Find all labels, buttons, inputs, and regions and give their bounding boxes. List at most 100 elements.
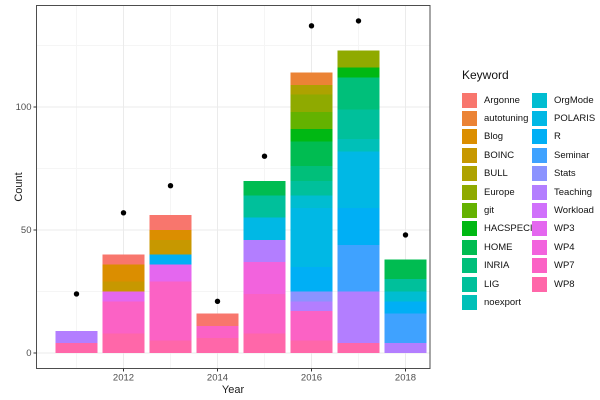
bar-segment-Stats xyxy=(290,291,333,302)
legend-swatch xyxy=(532,147,547,163)
legend-label: WP4 xyxy=(554,241,575,253)
bar-segment-WP7 xyxy=(243,293,286,334)
legend-swatch xyxy=(462,184,477,200)
bar-segment-BOINC xyxy=(102,281,145,292)
bar-segment-WP4 xyxy=(243,261,286,294)
legend-label: WP8 xyxy=(554,278,575,290)
legend-item-Stats: Stats xyxy=(532,165,595,183)
legend-column: Argonne autotuning Blog BOINC BULL Europe git H… xyxy=(462,91,539,312)
bar-segment-HACSPECIS xyxy=(337,67,380,78)
legend-swatch xyxy=(462,111,477,127)
bar-segment-Europe xyxy=(337,50,380,68)
legend: Keyword Argonne autotuning Blog BOINC BULL Eu… xyxy=(462,68,595,312)
bar-segment-BOINC xyxy=(149,239,192,255)
bar-segment-INRIA xyxy=(337,77,380,110)
bar-segment-LIG xyxy=(337,109,380,139)
bar-segment-Argonne xyxy=(196,313,239,326)
bar-segment-LIG xyxy=(290,180,333,196)
legend-label: git xyxy=(484,205,495,217)
bar-segment-OrgMode xyxy=(384,291,427,302)
legend-item-LIG: LIG xyxy=(462,275,532,293)
legend-item-R: R xyxy=(532,128,595,146)
bar-segment-WP8 xyxy=(149,340,192,353)
legend-label: HOME xyxy=(484,241,513,253)
bar-segment-WP8 xyxy=(243,333,286,353)
bar-segment-HOME xyxy=(243,180,286,196)
x-tick-label: 2016 xyxy=(301,373,322,384)
bar-segment-HACSPECIS xyxy=(290,129,333,142)
x-axis-title: Year xyxy=(221,384,245,396)
legend-swatch xyxy=(462,221,477,237)
bar-segment-noexport xyxy=(337,138,380,152)
legend-label: BOINC xyxy=(484,149,515,161)
legend-item-Teaching: Teaching xyxy=(532,183,595,201)
legend-swatch xyxy=(462,239,477,255)
bar-segment-POLARIS xyxy=(337,151,380,208)
legend-item-Workload: Workload xyxy=(532,201,595,219)
legend-swatch xyxy=(462,166,477,182)
legend-item-autotuning: autotuning xyxy=(462,109,532,127)
legend-label: POLARIS xyxy=(554,113,596,125)
bar-segment-Teaching xyxy=(243,239,286,262)
bar-segment-WP8 xyxy=(55,343,98,353)
legend-label: autotuning xyxy=(484,113,529,125)
legend-swatch xyxy=(462,276,477,292)
bar-segment-WP8 xyxy=(196,338,239,353)
bar-segment-Teaching xyxy=(337,291,380,344)
bar-segment-WP7 xyxy=(290,311,333,341)
legend-swatch xyxy=(462,92,477,108)
legend-columns: Argonne autotuning Blog BOINC BULL Europe git H… xyxy=(462,91,595,312)
bar-segment-Argonne xyxy=(149,215,192,230)
legend-label: HACSPECIS xyxy=(484,223,539,235)
bar-segment-Europe xyxy=(290,94,333,112)
legend-swatch xyxy=(462,203,477,219)
legend-item-INRIA: INRIA xyxy=(462,257,532,275)
legend-swatch xyxy=(532,129,547,145)
legend-item-WP4: WP4 xyxy=(532,238,595,256)
legend-swatch xyxy=(532,203,547,219)
legend-item-OrgMode: OrgMode xyxy=(532,91,595,109)
legend-swatch xyxy=(532,166,547,182)
legend-swatch xyxy=(462,129,477,145)
bar-segment-HOME xyxy=(290,141,333,167)
bar-segment-Seminar xyxy=(384,313,427,344)
panel-border xyxy=(36,5,431,369)
bar-segment-Teaching xyxy=(290,301,333,312)
legend-item-WP3: WP3 xyxy=(532,220,595,238)
legend-swatch xyxy=(532,276,547,292)
bar-segment-INRIA xyxy=(290,166,333,181)
data-point xyxy=(73,291,80,297)
bar-segment-R xyxy=(384,301,427,314)
bar-segment-POLARIS xyxy=(243,217,286,240)
bar-segment-OrgMode xyxy=(290,195,333,208)
legend-item-git: git xyxy=(462,201,532,219)
bar-segment-R xyxy=(337,207,380,245)
legend-item-WP7: WP7 xyxy=(532,257,595,275)
bar-segment-WP3 xyxy=(102,291,145,302)
y-axis-title: Count xyxy=(13,172,25,202)
y-tick-label: 0 xyxy=(26,348,31,359)
bar-segment-WP7 xyxy=(102,301,145,334)
legend-swatch xyxy=(532,221,547,237)
legend-label: noexport xyxy=(484,296,521,308)
legend-label: LIG xyxy=(484,278,500,290)
legend-label: OrgMode xyxy=(554,94,594,106)
data-point xyxy=(167,183,174,189)
legend-title: Keyword xyxy=(462,68,509,82)
legend-label: Stats xyxy=(554,168,576,180)
legend-item-Blog: Blog xyxy=(462,128,532,146)
bar-segment-WP7 xyxy=(196,325,239,339)
bar-segment-Blog xyxy=(102,264,145,282)
bar-segment-WP8 xyxy=(337,343,380,353)
legend-label: Teaching xyxy=(554,186,593,198)
legend-label: R xyxy=(554,131,561,143)
legend-item-POLARIS: POLARIS xyxy=(532,109,595,127)
legend-item-HOME: HOME xyxy=(462,238,532,256)
legend-swatch xyxy=(462,258,477,274)
data-point xyxy=(355,18,362,24)
legend-item-BOINC: BOINC xyxy=(462,146,532,164)
bar-segment-Seminar xyxy=(337,244,380,292)
bar-segment-Blog xyxy=(149,230,192,240)
legend-label: WP7 xyxy=(554,260,575,272)
